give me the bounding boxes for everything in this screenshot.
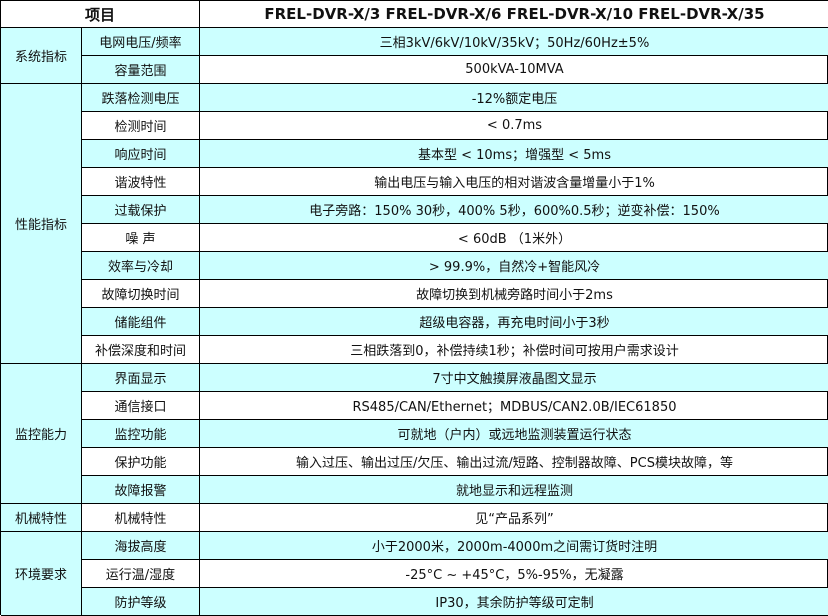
item-cell: 容量范围 <box>82 56 200 84</box>
item-cell: 效率与冷却 <box>82 252 200 280</box>
item-cell: 防护等级 <box>82 588 200 616</box>
item-cell: 跌落检测电压 <box>82 84 200 112</box>
category-cell: 性能指标 <box>1 84 82 364</box>
value-cell: RS485/CAN/Ethernet；MDBUS/CAN2.0B/IEC6185… <box>200 392 828 420</box>
item-cell: 补偿深度和时间 <box>82 336 200 364</box>
value-cell: 输入过压、输出过压/欠压、输出过流/短路、控制器故障、PCS模块故障，等 <box>200 448 828 476</box>
category-cell: 监控能力 <box>1 364 82 504</box>
category-cell: 系统指标 <box>1 28 82 84</box>
item-cell: 机械特性 <box>82 504 200 532</box>
value-cell: -25°C ~ +45°C，5%-95%，无凝露 <box>200 560 828 588</box>
item-cell: 海拔高度 <box>82 532 200 560</box>
item-cell: 谐波特性 <box>82 168 200 196</box>
value-cell: 超级电容器，再充电时间小于3秒 <box>200 308 828 336</box>
value-cell: 故障切换到机械旁路时间小于2ms <box>200 280 828 308</box>
value-cell: IP30，其余防护等级可定制 <box>200 588 828 616</box>
item-cell: 界面显示 <box>82 364 200 392</box>
item-cell: 噪 声 <box>82 224 200 252</box>
header-models: FREL-DVR-X/3 FREL-DVR-X/6 FREL-DVR-X/10 … <box>200 1 828 28</box>
item-cell: 通信接口 <box>82 392 200 420</box>
value-cell: 三相跌落到0，补偿持续1秒；补偿时间可按用户需求设计 <box>200 336 828 364</box>
value-cell: 500kVA-10MVA <box>200 56 828 84</box>
item-cell: 过载保护 <box>82 196 200 224</box>
value-cell: 见“产品系列” <box>200 504 828 532</box>
header-item: 项目 <box>1 1 200 28</box>
item-cell: 响应时间 <box>82 140 200 168</box>
item-cell: 运行温/湿度 <box>82 560 200 588</box>
value-cell: < 60dB （1米外） <box>200 224 828 252</box>
value-cell: 7寸中文触摸屏液晶图文显示 <box>200 364 828 392</box>
item-cell: 电网电压/频率 <box>82 28 200 56</box>
value-cell: -12%额定电压 <box>200 84 828 112</box>
value-cell: 可就地（户内）或远地监测装置运行状态 <box>200 420 828 448</box>
value-cell: 就地显示和远程监测 <box>200 476 828 504</box>
value-cell: < 0.7ms <box>200 112 828 140</box>
item-cell: 故障切换时间 <box>82 280 200 308</box>
value-cell: 小于2000米，2000m-4000m之间需订货时注明 <box>200 532 828 560</box>
value-cell: 基本型 < 10ms；增强型 < 5ms <box>200 140 828 168</box>
category-cell: 机械特性 <box>1 504 82 532</box>
item-cell: 检测时间 <box>82 112 200 140</box>
value-cell: 三相3kV/6kV/10kV/35kV；50Hz/60Hz±5% <box>200 28 828 56</box>
value-cell: 输出电压与输入电压的相对谐波含量增量小于1% <box>200 168 828 196</box>
item-cell: 保护功能 <box>82 448 200 476</box>
item-cell: 故障报警 <box>82 476 200 504</box>
item-cell: 储能组件 <box>82 308 200 336</box>
value-cell: > 99.9%，自然冷+智能风冷 <box>200 252 828 280</box>
value-cell: 电子旁路：150% 30秒，400% 5秒，600%0.5秒；逆变补偿：150% <box>200 196 828 224</box>
category-cell: 环境要求 <box>1 532 82 616</box>
item-cell: 监控功能 <box>82 420 200 448</box>
